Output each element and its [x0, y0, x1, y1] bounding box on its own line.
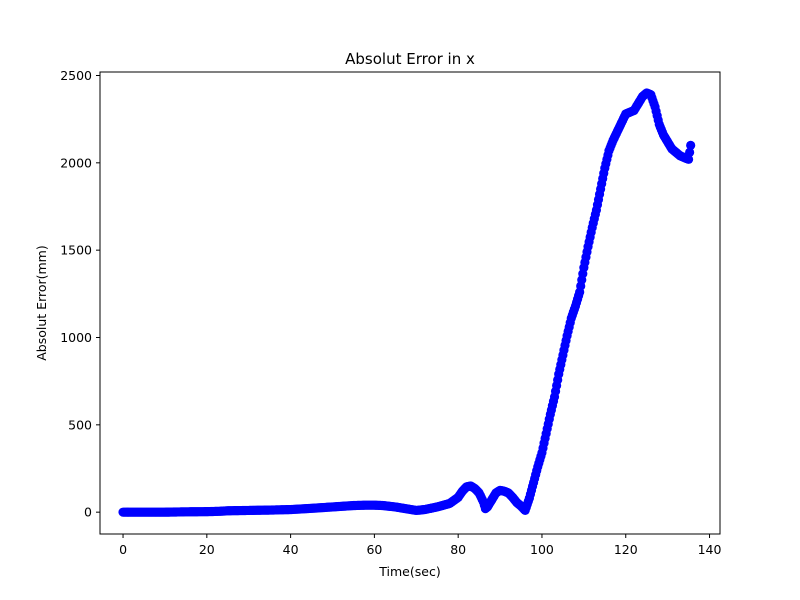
x-tick-label: 20: [199, 542, 215, 557]
x-axis-label: Time(sec): [378, 564, 440, 579]
x-tick-label: 40: [283, 542, 299, 557]
x-tick-label: 60: [366, 542, 382, 557]
y-tick-label: 2500: [60, 68, 92, 83]
x-tick-label: 80: [450, 542, 466, 557]
y-axis-ticks: 0 500 1000 1500 2000 2500: [60, 68, 100, 520]
plot-frame: [99, 71, 721, 535]
data-point: [683, 154, 694, 164]
y-tick-label: 0: [84, 505, 92, 520]
data-point: [686, 140, 696, 150]
data-point: [685, 147, 695, 157]
y-tick-label: 2000: [60, 155, 92, 170]
x-tick-label: 0: [119, 542, 127, 557]
y-tick-label: 1000: [60, 330, 92, 345]
x-axis-ticks: 0 20 40 60 80 100 120 140: [119, 534, 722, 557]
data-points-layer: [118, 88, 696, 517]
x-tick-label: 100: [530, 542, 554, 557]
chart-title: Absolut Error in x: [345, 50, 475, 68]
y-tick-label: 1500: [60, 243, 92, 258]
y-axis-label: Absolut Error(mm): [34, 245, 49, 361]
y-tick-label: 500: [68, 417, 92, 432]
x-tick-label: 140: [698, 542, 722, 557]
x-tick-label: 120: [614, 542, 638, 557]
